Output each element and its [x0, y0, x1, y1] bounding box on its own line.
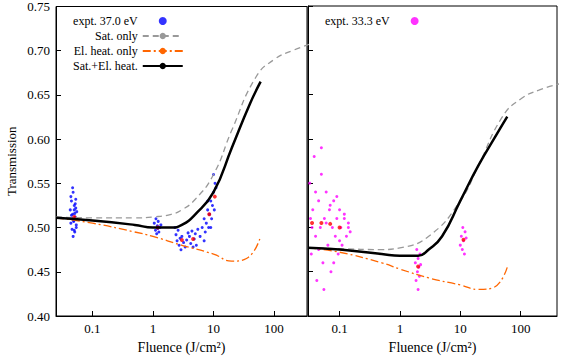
svg-text:0.60: 0.60: [27, 132, 50, 147]
svg-text:10: 10: [207, 321, 220, 336]
svg-text:0.55: 0.55: [27, 176, 50, 191]
svg-text:0.40: 0.40: [27, 309, 50, 324]
svg-text:0.70: 0.70: [27, 43, 50, 58]
svg-text:1: 1: [397, 321, 404, 336]
svg-text:El. heat. only: El. heat. only: [74, 44, 138, 58]
svg-text:0.75: 0.75: [27, 0, 50, 14]
svg-text:100: 100: [511, 321, 531, 336]
svg-text:Transmission: Transmission: [4, 126, 19, 196]
svg-text:Fluence (J/cm²): Fluence (J/cm²): [389, 340, 477, 356]
svg-text:10: 10: [454, 321, 467, 336]
svg-text:1: 1: [150, 321, 157, 336]
svg-text:expt. 33.3 eV: expt. 33.3 eV: [325, 14, 390, 28]
svg-text:Sat. only: Sat. only: [95, 29, 138, 43]
svg-text:Sat.+El. heat.: Sat.+El. heat.: [73, 59, 138, 73]
svg-text:0.1: 0.1: [84, 321, 100, 336]
svg-text:expt. 37.0 eV: expt. 37.0 eV: [73, 14, 138, 28]
svg-text:0.65: 0.65: [27, 87, 50, 102]
svg-text:Fluence (J/cm²): Fluence (J/cm²): [138, 340, 226, 356]
svg-text:100: 100: [264, 321, 284, 336]
svg-text:0.1: 0.1: [331, 321, 347, 336]
svg-text:0.50: 0.50: [27, 220, 50, 235]
svg-text:0.45: 0.45: [27, 264, 50, 279]
